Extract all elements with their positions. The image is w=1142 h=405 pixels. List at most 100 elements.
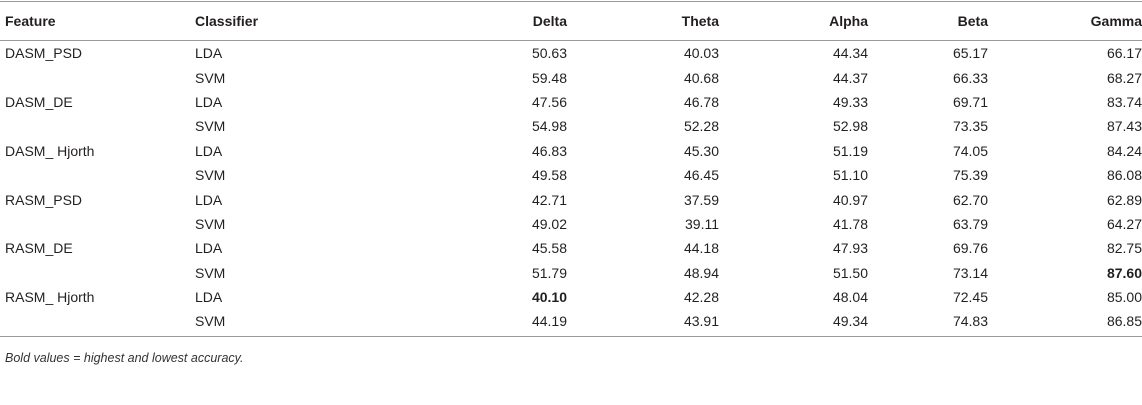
table-cell: 51.19	[832, 142, 868, 159]
table-cell: RASM_PSD	[5, 191, 83, 208]
table-cell: 72.45	[952, 289, 988, 306]
table-cell: DASM_PSD	[5, 45, 83, 62]
table-cell	[0, 261, 195, 285]
table-cell: 46.45	[683, 167, 719, 184]
results-table: Feature Classifier Delta Theta Alpha Beta Gamm…	[0, 1, 1142, 337]
header-cell: Delta	[420, 1, 567, 41]
table-cell: 83.74	[1106, 93, 1142, 110]
table-cell	[0, 114, 195, 138]
table-cell: 82.75	[1106, 240, 1142, 257]
table-cell	[0, 212, 195, 236]
table-cell: LDA	[195, 93, 223, 110]
table-cell: 68.27	[1106, 69, 1142, 86]
table-cell: 86.85	[988, 309, 1142, 337]
header-cell: Gamma	[988, 1, 1142, 41]
table-cell: 40.10	[531, 289, 567, 306]
table-cell: 44.34	[832, 45, 868, 62]
table-cell: 85.00	[1106, 289, 1142, 306]
table-cell: 73.14	[952, 264, 988, 281]
table-cell: 37.59	[683, 191, 719, 208]
header-cell: Theta	[567, 1, 719, 41]
table-cell: SVM	[195, 118, 226, 135]
table-cell	[0, 65, 195, 89]
table-cell: 74.05	[952, 142, 988, 159]
table-cell: 47.93	[832, 240, 868, 257]
table-cell: 46.78	[683, 93, 719, 110]
table-cell: 43.91	[567, 309, 719, 337]
table-cell: DASM_DE	[5, 93, 73, 110]
table-cell: SVM	[195, 69, 226, 86]
table-cell: 62.89	[1106, 191, 1142, 208]
table-row: RASM_PSDLDA42.7137.5940.9762.7062.8968.5…	[0, 187, 1142, 211]
table-cell: 44.37	[832, 69, 868, 86]
table-cell: LDA	[195, 289, 223, 306]
table-cell: 52.98	[832, 118, 868, 135]
footnote: Bold values = highest and lowest accurac…	[5, 350, 244, 365]
table-cell: LDA	[195, 240, 223, 257]
table-cell: 45.58	[531, 240, 567, 257]
table-cell: 86.08	[1106, 167, 1142, 184]
table-cell: SVM	[195, 264, 226, 281]
table-body: DASM_PSDLDA50.6340.0344.3465.1766.1775.0…	[0, 41, 1142, 337]
table-cell: 48.94	[683, 264, 719, 281]
table-cell: 62.70	[952, 191, 988, 208]
table-cell: 39.11	[685, 215, 719, 232]
table-cell: 65.17	[952, 45, 988, 62]
table-cell: RASM_DE	[5, 240, 73, 257]
table-cell: 51.10	[832, 167, 868, 184]
table-cell: 74.83	[868, 309, 988, 337]
table-cell: 87.43	[1106, 118, 1142, 135]
header-cell: Feature	[0, 1, 195, 41]
table-cell: 40.68	[683, 69, 719, 86]
table-row: RASM_ Hjorth LDA 40.10 42.28 48.04 72.45 85.00…	[0, 285, 1142, 309]
table-cell: 50.63	[531, 45, 567, 62]
table-cell: 49.33	[832, 93, 868, 110]
table-cell: 54.98	[531, 118, 567, 135]
table-cell: 63.79	[952, 215, 988, 232]
header-cell: Beta	[868, 1, 988, 41]
table-cell: 49.34	[719, 309, 868, 337]
table-cell: 73.35	[952, 118, 988, 135]
table-cell: 47.56	[531, 93, 567, 110]
table-cell: 44.19	[420, 309, 567, 337]
table-cell: 59.48	[531, 69, 567, 86]
table-row: DASM_PSDLDA50.6340.0344.3465.1766.1775.0…	[0, 41, 1142, 66]
table-cell: 69.76	[952, 240, 988, 257]
table-cell: LDA	[195, 191, 223, 208]
table-cell: 46.83	[531, 142, 567, 159]
table-cell: 49.58	[531, 167, 567, 184]
table-cell	[0, 309, 195, 337]
table-cell: 41.78	[832, 215, 868, 232]
table-cell: 40.97	[832, 191, 868, 208]
table-cell: LDA	[195, 142, 223, 159]
table-cell: 66.17	[1106, 45, 1142, 62]
header-cell: Classifier	[195, 1, 420, 41]
table-cell: SVM	[195, 215, 226, 232]
table-cell	[0, 163, 195, 187]
table-cell: 42.71	[531, 191, 567, 208]
table-cell: 66.33	[952, 69, 988, 86]
header-row: Feature Classifier Delta Theta Alpha Beta Gamm…	[0, 1, 1142, 41]
table-row: DASM_ Hjorth LDA 46.83 45.30 51.19 74.05 84.24…	[0, 139, 1142, 163]
table-cell: 69.71	[952, 93, 988, 110]
table-cell: 52.28	[683, 118, 719, 135]
table-cell: 64.27	[1106, 215, 1142, 232]
table-cell: DASM_ Hjorth	[5, 142, 95, 159]
table-cell: 87.60	[1106, 264, 1142, 281]
table-cell: 51.50	[832, 264, 868, 281]
table-cell: 45.30	[683, 142, 719, 159]
table-cell: 40.03	[683, 45, 719, 62]
table-cell: 48.04	[832, 289, 868, 306]
table-cell: 44.18	[683, 240, 719, 257]
table-cell: RASM_ Hjorth	[5, 289, 95, 306]
table-cell: SVM	[195, 167, 226, 184]
table-cell: LDA	[195, 45, 223, 62]
